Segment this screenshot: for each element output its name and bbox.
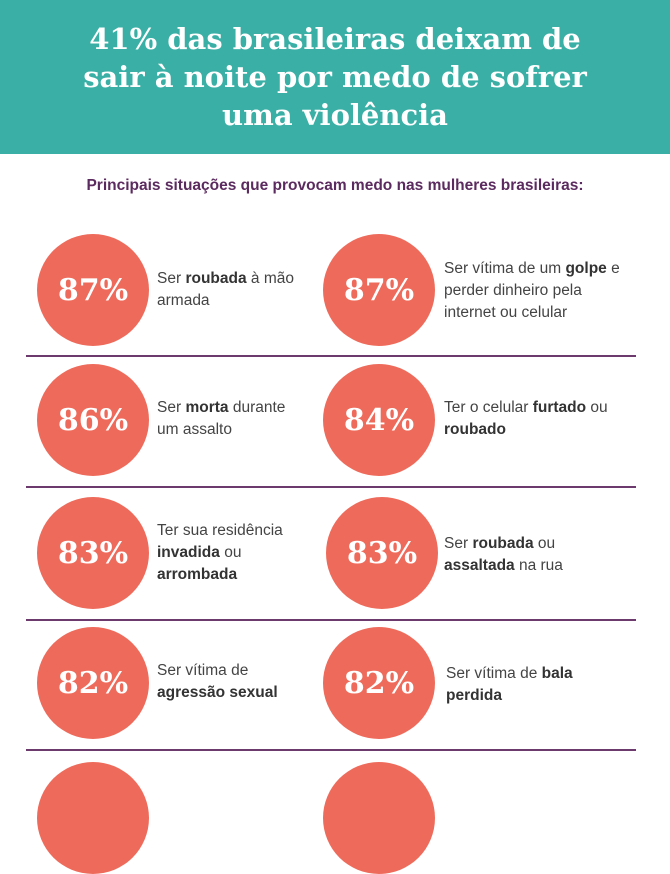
description-text: ou	[533, 535, 556, 552]
row-divider	[26, 619, 636, 621]
item-description: Ser vítima de bala perdida	[446, 663, 596, 707]
description-text: ou	[219, 544, 242, 561]
emphasis-text: morta	[185, 399, 229, 416]
description-text: na rua	[514, 557, 563, 574]
emphasis-text: bala perdida	[446, 665, 573, 704]
description-text: à mão armada	[157, 270, 294, 309]
description-text: Ser	[157, 270, 186, 287]
description-text: e perder dinheiro pela internet ou celul…	[444, 260, 620, 321]
row-divider	[26, 486, 636, 488]
percentage-circle: 84%	[323, 364, 435, 476]
item-description: Ter sua residência invadida ou arrombada	[157, 520, 307, 586]
row-divider	[26, 355, 636, 357]
description-text: Ser	[444, 535, 473, 552]
percentage-circle: 83%	[326, 497, 438, 609]
emphasis-text: roubada	[185, 270, 247, 287]
description-text: durante um assalto	[157, 399, 286, 438]
description-text: ou	[586, 399, 608, 416]
item-description: Ser morta durante um assalto	[157, 397, 307, 441]
emphasis-text: agressão sexual	[157, 684, 278, 701]
emphasis-text: arrombada	[157, 566, 238, 583]
emphasis-text: invadida	[157, 544, 220, 561]
header-banner: 41% das brasileiras deixam de sair à noi…	[0, 0, 670, 154]
percentage-circle: 86%	[37, 364, 149, 476]
description-text: Ser vítima de	[157, 662, 249, 679]
item-description: Ser vítima de um golpe e perder dinheiro…	[444, 258, 624, 324]
emphasis-text: assaltada	[444, 557, 515, 574]
percentage-circle-partial	[323, 762, 435, 874]
page-title: 41% das brasileiras deixam de sair à noi…	[83, 22, 587, 132]
percentage-circle: 87%	[37, 234, 149, 346]
percentage-circle: 82%	[37, 627, 149, 739]
percentage-circle: 87%	[323, 234, 435, 346]
description-text: Ter o celular	[444, 399, 533, 416]
row-divider	[26, 749, 636, 751]
emphasis-text: golpe	[565, 260, 607, 277]
emphasis-text: furtado	[532, 399, 587, 416]
percentage-circle-partial	[37, 762, 149, 874]
description-text: Ser	[157, 399, 186, 416]
description-text: Ter sua residência	[157, 522, 283, 539]
item-description: Ter o celular furtado ou roubado	[444, 397, 624, 441]
emphasis-text: roubado	[444, 421, 506, 438]
item-description: Ser roubada ou assaltada na rua	[444, 533, 604, 577]
section-subtitle: Principais situações que provocam medo n…	[86, 177, 584, 194]
item-description: Ser roubada à mão armada	[157, 268, 297, 312]
percentage-circle: 83%	[37, 497, 149, 609]
description-text: Ser vítima de um	[444, 260, 566, 277]
emphasis-text: roubada	[472, 535, 534, 552]
item-description: Ser vítima de agressão sexual	[157, 660, 307, 704]
percentage-circle: 82%	[323, 627, 435, 739]
description-text: Ser vítima de	[446, 665, 542, 682]
